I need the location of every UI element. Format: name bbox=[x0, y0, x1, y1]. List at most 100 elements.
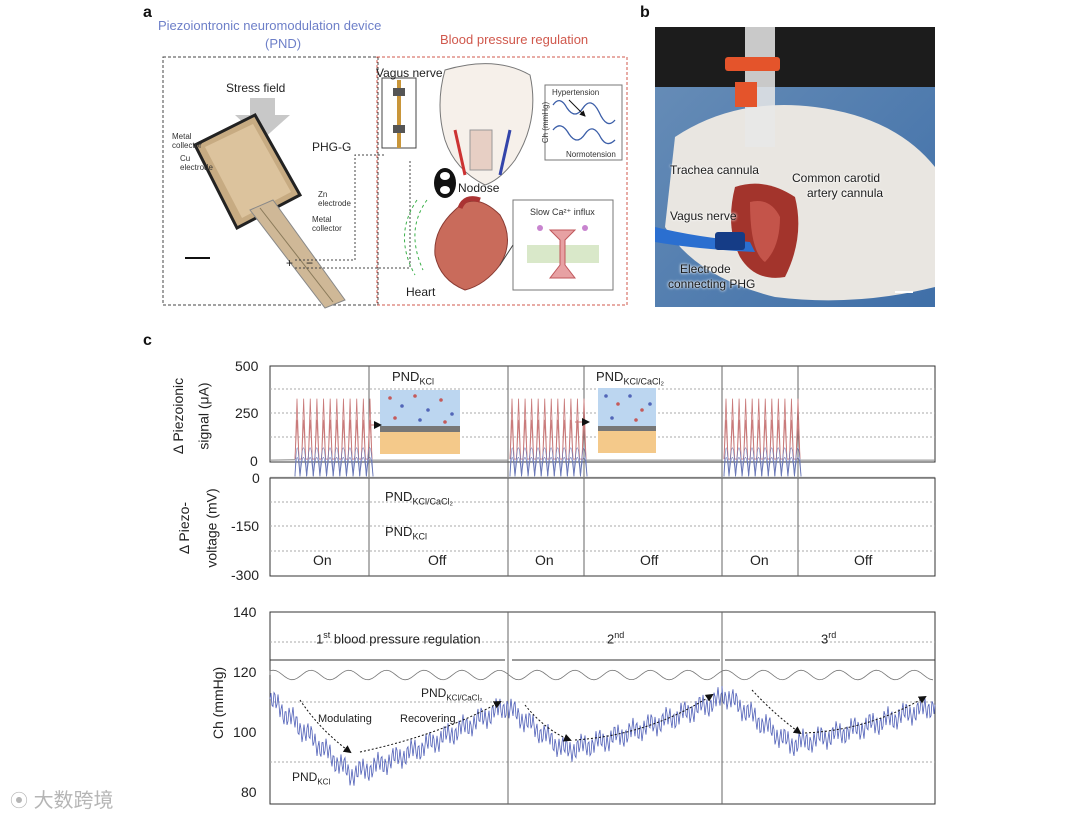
inset1-main: PND bbox=[392, 369, 420, 384]
plus-terminal: + bbox=[286, 256, 294, 270]
bottom-ytick-80: 80 bbox=[241, 784, 257, 800]
state-off-2: Off bbox=[640, 552, 659, 568]
rec2-arrow bbox=[574, 693, 714, 741]
ion-dot bbox=[426, 408, 430, 412]
pnd-title: Piezoiontronic neuromodulation device bbox=[158, 18, 382, 33]
trachea-label: Trachea cannula bbox=[670, 163, 759, 177]
top-inset-1 bbox=[380, 390, 460, 454]
recovering-arrow bbox=[359, 701, 502, 753]
metal-collector2-label: Metal collector bbox=[312, 215, 342, 233]
bottom-ann-ca-main: PND bbox=[421, 686, 447, 700]
mod3-arrow bbox=[751, 689, 802, 735]
top-ytick-500: 500 bbox=[235, 358, 259, 374]
vagus-photo-label: Vagus nerve bbox=[670, 209, 737, 223]
recovering-label: Recovering bbox=[400, 713, 456, 725]
bottom-ytick-120: 120 bbox=[233, 664, 257, 680]
zn-electrode-label: Zn electrode bbox=[318, 190, 351, 208]
inset1-title: PNDKCl bbox=[392, 369, 434, 387]
mid-trace-KCl-1 bbox=[294, 447, 374, 477]
reg1-label: 1st blood pressure regulation bbox=[316, 630, 481, 646]
top-chart-frame bbox=[269, 365, 936, 463]
ion-dot bbox=[628, 394, 632, 398]
top-ytick-0: 0 bbox=[250, 453, 258, 469]
top-inset-2 bbox=[598, 388, 656, 453]
ion-dot bbox=[634, 418, 638, 422]
ion-dot bbox=[604, 394, 608, 398]
panel-c-letter: c bbox=[143, 332, 152, 349]
ion-dot bbox=[640, 408, 644, 412]
carotid-label-1: Common carotid bbox=[792, 171, 881, 185]
mid-chart-frame bbox=[269, 477, 936, 577]
mid-ann-ca-main: PND bbox=[385, 489, 413, 504]
stress-arrow bbox=[235, 98, 290, 140]
bottom-trace-cacl2 bbox=[269, 669, 934, 681]
reg3-pre: 3 bbox=[821, 631, 829, 647]
bottom-ann-ca: PNDKCl/CaCl₂ bbox=[421, 686, 482, 702]
state-off-1: Off bbox=[428, 552, 447, 568]
ion-dot bbox=[418, 418, 422, 422]
normotension-label: Normotension bbox=[566, 150, 616, 159]
bottom-trace-kcl bbox=[269, 686, 936, 786]
mid-ann-ca-sub: KCl/CaCl₂ bbox=[412, 496, 453, 507]
mod2-arrow bbox=[524, 704, 572, 742]
rec3-arrow bbox=[804, 695, 927, 734]
inset2-sub: KCl/CaCl₂ bbox=[623, 376, 664, 387]
bottom-ann-k-main: PND bbox=[292, 770, 318, 784]
top-ytick-250: 250 bbox=[235, 405, 259, 421]
vagus-nerve-label: Vagus nerve bbox=[376, 66, 443, 80]
cu-electrode-label: Cu electrode bbox=[180, 154, 213, 172]
mid-ann-ca: PNDKCl/CaCl₂ bbox=[385, 489, 453, 507]
bottom-ann-k: PNDKCl bbox=[292, 770, 330, 786]
ion-dot bbox=[413, 394, 417, 398]
carotid-label-2: artery cannula bbox=[807, 186, 884, 200]
reg2-label: 2nd bbox=[607, 630, 624, 646]
bottom-ytick-100: 100 bbox=[233, 724, 257, 740]
state-on-3: On bbox=[750, 552, 769, 568]
top-trace-Ca-3 bbox=[723, 419, 801, 460]
ion-dot bbox=[616, 402, 620, 406]
hypertension-label: Hypertension bbox=[552, 88, 600, 97]
bottom-ann-k-sub: KCl bbox=[317, 777, 331, 787]
mid-ytick-0: 0 bbox=[252, 470, 260, 486]
pnd-abbr: (PND) bbox=[265, 36, 302, 51]
ion-dot bbox=[648, 402, 652, 406]
reg3-label: 3rd bbox=[821, 630, 836, 646]
reg1-pre: 1 bbox=[316, 631, 324, 647]
reg1-sup: st bbox=[323, 630, 331, 640]
mid-ann-k-main: PND bbox=[385, 524, 413, 539]
inset-chart bbox=[544, 84, 623, 161]
stress-field-label: Stress field bbox=[226, 81, 286, 95]
mid-ann-k: PNDKCl bbox=[385, 524, 427, 542]
panel-b-letter: b bbox=[640, 4, 650, 21]
inset2-title: PNDKCl/CaCl₂ bbox=[596, 369, 664, 387]
watermark-text: 大数跨境 bbox=[33, 790, 114, 812]
phg-device bbox=[192, 113, 346, 309]
mid-ytick-300: -300 bbox=[231, 567, 260, 583]
ion-dot bbox=[393, 416, 397, 420]
ion-dot bbox=[610, 416, 614, 420]
surgery-photo bbox=[655, 27, 935, 307]
bottom-ann-ca-sub: KCl/CaCl₂ bbox=[446, 693, 483, 703]
inset1-sub: KCl bbox=[419, 376, 434, 387]
top-trace-Ca-1 bbox=[294, 419, 373, 460]
heart-label: Heart bbox=[406, 285, 436, 299]
watermark-icon: ⦿ bbox=[10, 791, 28, 811]
top-trace-Ca-2 bbox=[509, 419, 587, 460]
electrode-label-1: Electrode bbox=[680, 262, 731, 276]
top-trace-KCl-3 bbox=[723, 398, 801, 460]
panel-a-diagram bbox=[162, 56, 628, 309]
bottom-ytick-140: 140 bbox=[233, 604, 257, 620]
ion-dot bbox=[443, 420, 447, 424]
reg2-pre: 2 bbox=[607, 631, 615, 647]
mid-trace-KCl-2 bbox=[509, 447, 588, 477]
reg2-sup: nd bbox=[614, 630, 625, 640]
ion-dot bbox=[450, 412, 454, 416]
phg-label: PHG-G bbox=[312, 140, 352, 154]
watermark: ⦿ 大数跨境 bbox=[10, 784, 114, 813]
bp-box bbox=[376, 56, 628, 306]
modulating-arrow bbox=[299, 699, 352, 754]
nodose-label: Nodose bbox=[458, 181, 500, 195]
modulating-label: Modulating bbox=[318, 713, 372, 725]
slow-ca-label: Slow Ca²⁺ influx bbox=[530, 207, 595, 217]
